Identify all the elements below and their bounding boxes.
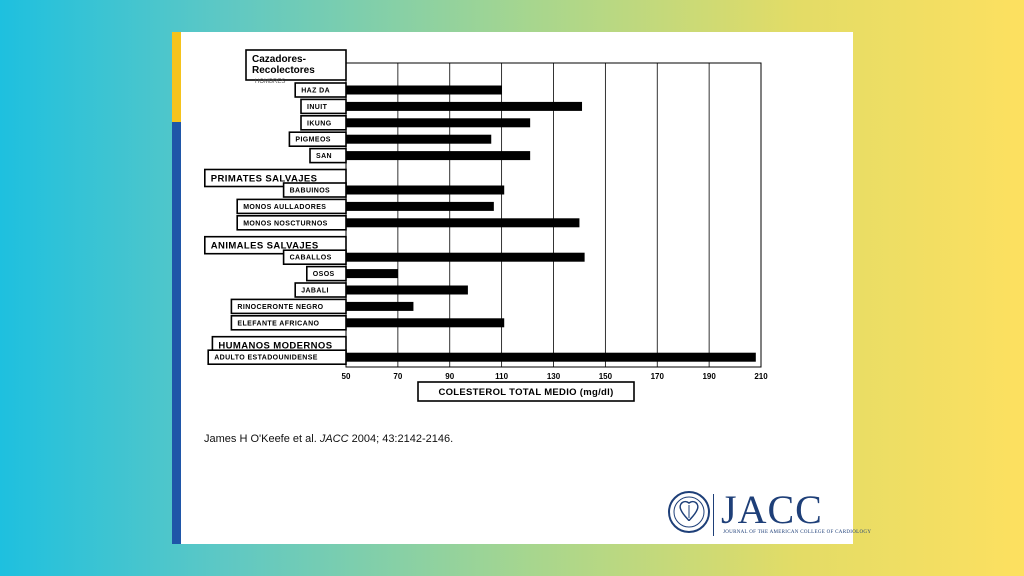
bar-label: JABALI [301,287,329,294]
bar-label: SAN [316,153,332,160]
bar [346,201,494,211]
x-tick-label: 70 [393,372,402,381]
x-tick-label: 90 [445,372,454,381]
bar-label: HAZ DA [301,87,330,94]
citation-authors: James H O'Keefe et al. [204,433,320,445]
bar [346,134,492,144]
accent-bar-blue [172,122,181,544]
bar [346,352,756,362]
citation: James H O'Keefe et al. JACC 2004; 43:214… [204,433,453,445]
bar [346,151,531,161]
x-tick-label: 150 [599,372,613,381]
bar [346,85,502,95]
bar-label: RINOCERONTE NEGRO [237,304,323,311]
logo-wordmark: JACC [721,487,823,532]
bar-label: OSOS [313,271,335,278]
bar-label: PIGMEOS [295,137,330,144]
logo-divider [713,494,714,536]
jacc-logo: JACC JOURNAL OF THE AMERICAN COLLEGE OF … [667,487,871,540]
bar [346,252,585,262]
accent-bar-yellow [172,32,181,122]
group-header-box [245,49,347,81]
x-tick-label: 210 [754,372,768,381]
bar [346,285,468,295]
group-header-fragment: HOMBRES [255,79,285,85]
bar [346,118,531,128]
group-header: Cazadores- [252,54,306,65]
group-header: PRIMATES SALVAJES [211,173,318,184]
bar [346,318,505,328]
cholesterol-bar-chart: 50 70 90 110 130 150 170 190 210 Cazadores-Recole… [203,49,768,402]
logo-tagline: JOURNAL OF THE AMERICAN COLLEGE OF CARDI… [723,530,872,535]
bar-label: MONOS NOSCTURNOS [243,220,328,227]
bar [346,101,583,111]
group-header: Recolectores [252,65,315,76]
x-tick-label: 50 [342,372,351,381]
x-axis-title: COLESTEROL TOTAL MEDIO (mg/dl) [438,387,613,398]
x-tick-label: 110 [495,372,508,381]
x-tick-label: 130 [547,372,561,381]
bar [346,269,398,279]
group-header: HUMANOS MODERNOS [218,341,332,352]
bar [346,185,505,195]
bar-label: ADULTO ESTADOUNIDENSE [214,355,318,362]
citation-journal: JACC [319,433,349,445]
slide: 50 70 90 110 130 150 170 190 210 Cazadores- Recole… [172,32,871,544]
jacc-seal-icon [668,491,710,533]
bar-label: BABUINOS [290,187,331,194]
bar-label: INUIT [307,104,328,111]
x-axis-title-box [417,381,635,402]
citation-details: 2004; 43:2142-2146. [348,433,454,445]
bar-label: ELEFANTE AFRICANO [237,320,319,327]
x-tick-label: 190 [702,372,716,381]
bar-label: IKUNG [307,120,332,127]
x-tick-label: 170 [651,372,665,381]
bar [346,218,580,228]
bar-label: CABALLOS [290,255,332,262]
group-header: ANIMALES SALVAJES [211,241,319,252]
bar [346,301,414,311]
bar-label: MONOS AULLADORES [243,204,326,211]
